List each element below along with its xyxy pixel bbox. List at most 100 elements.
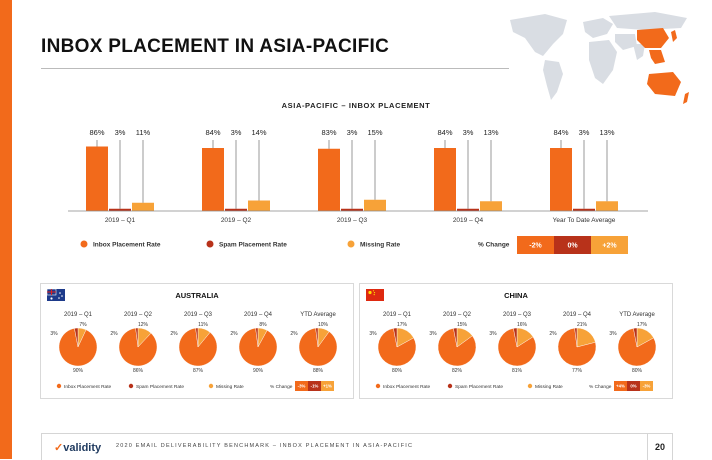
pie-slice-0-0 bbox=[377, 328, 417, 367]
percent-change-value-0: -2% bbox=[529, 243, 542, 250]
chart-title: ASIA-PACIFIC – INBOX PLACEMENT bbox=[281, 101, 431, 110]
bar-label-1-2: 3% bbox=[347, 128, 358, 137]
flag-star bbox=[59, 292, 61, 294]
pie-category-label-0: 2019 – Q1 bbox=[383, 312, 412, 318]
pie-slice-0-3 bbox=[238, 327, 278, 367]
australia-flag bbox=[46, 288, 65, 301]
pie-legend-swatch-2 bbox=[527, 383, 533, 389]
pie-legend-swatch-2 bbox=[208, 383, 214, 389]
panel-title: AUSTRALIA bbox=[175, 291, 219, 300]
pie-slice-1-4 bbox=[315, 327, 319, 348]
pie-label-missing-4: 17% bbox=[637, 322, 648, 328]
pie-category-label-1: 2019 – Q2 bbox=[124, 312, 153, 318]
pie-slice-1-2 bbox=[195, 327, 199, 348]
china-flag bbox=[366, 289, 384, 301]
pie-slice-1-1 bbox=[453, 327, 458, 348]
pie-slice-1-3 bbox=[574, 327, 578, 348]
pie-label-spam-2: 3% bbox=[489, 331, 497, 337]
legend-label-0: Inbox Placement Rate bbox=[93, 242, 161, 249]
footer-caption: 2020 EMAIL DELIVERABILITY BENCHMARK – IN… bbox=[116, 443, 414, 449]
pie-percent-change-value-2: +1% bbox=[323, 384, 332, 389]
percent-change-label: % Change bbox=[478, 242, 510, 249]
bar-2-3 bbox=[480, 201, 502, 211]
legend-swatch-0 bbox=[80, 240, 88, 248]
pie-category-label-2: 2019 – Q3 bbox=[503, 312, 532, 318]
pie-label-missing-0: 17% bbox=[397, 322, 408, 328]
percent-change-box-2 bbox=[591, 236, 628, 254]
bar-label-2-4: 13% bbox=[599, 128, 614, 137]
pie-label-inbox-3: 90% bbox=[253, 368, 264, 374]
pie-label-spam-0: 3% bbox=[50, 331, 58, 337]
flag-star bbox=[50, 297, 53, 300]
flag-star bbox=[372, 290, 375, 292]
pie-slice-0-2 bbox=[178, 327, 218, 367]
pie-label-missing-2: 11% bbox=[198, 322, 208, 328]
logo-text: validity bbox=[63, 442, 102, 454]
pie-label-missing-3: 21% bbox=[577, 322, 588, 328]
pie-slice-0-2 bbox=[497, 328, 537, 367]
pie-label-spam-1: 3% bbox=[429, 331, 437, 337]
pie-label-spam-3: 2% bbox=[549, 331, 557, 337]
percent-change-value-1: 0% bbox=[567, 243, 578, 250]
pie-label-inbox-1: 86% bbox=[133, 368, 144, 374]
australia-pie-chart: AUSTRALIA 2019 – Q1 90% 3% 7% 2019 – Q2 86% 2% 1… bbox=[46, 288, 338, 391]
pie-legend-swatch-1 bbox=[128, 383, 134, 389]
map-southeast-asia bbox=[649, 50, 665, 64]
pie-label-spam-2: 2% bbox=[170, 331, 178, 337]
flag-field bbox=[366, 289, 384, 301]
pie-legend-swatch-0 bbox=[56, 383, 62, 389]
pie-label-missing-4: 10% bbox=[318, 322, 329, 328]
pie-slice-1-0 bbox=[393, 327, 398, 348]
pie-label-missing-1: 12% bbox=[138, 322, 149, 328]
bar-2-4 bbox=[596, 201, 618, 211]
pie-percent-change-box-1 bbox=[308, 381, 321, 391]
bar-label-0-0: 86% bbox=[89, 128, 104, 137]
accent-stripe bbox=[0, 0, 12, 459]
bar-label-1-4: 3% bbox=[579, 128, 590, 137]
bar-0-0 bbox=[86, 146, 108, 211]
pie-label-spam-4: 2% bbox=[290, 331, 298, 337]
pie-percent-change-label: % Change bbox=[270, 384, 293, 390]
pie-percent-change-box-2 bbox=[640, 381, 653, 391]
pie-label-inbox-2: 81% bbox=[512, 368, 523, 374]
bar-0-3 bbox=[434, 148, 456, 211]
percent-change-value-2: +2% bbox=[602, 243, 617, 250]
pie-category-label-2: 2019 – Q3 bbox=[184, 312, 213, 318]
bar-0-2 bbox=[318, 148, 340, 211]
pie-slice-1-1 bbox=[135, 327, 139, 348]
pie-legend-label-1: Spam Placement Rate bbox=[455, 384, 503, 390]
bar-2-0 bbox=[132, 202, 154, 211]
pie-category-label-4: YTD Average bbox=[300, 312, 336, 318]
bar-label-0-1: 84% bbox=[205, 128, 220, 137]
legend-swatch-1 bbox=[206, 240, 214, 248]
pie-category-label-3: 2019 – Q4 bbox=[244, 312, 273, 318]
pie-percent-change-value-2: -3% bbox=[643, 384, 651, 389]
bar-label-2-2: 15% bbox=[367, 128, 382, 137]
pie-legend-label-2: Missing Rate bbox=[535, 384, 563, 390]
pie-percent-change-box-0 bbox=[295, 381, 308, 391]
pie-label-missing-1: 15% bbox=[457, 322, 468, 328]
world-map-illustration bbox=[505, 8, 695, 108]
bar-label-2-3: 13% bbox=[483, 128, 498, 137]
map-south-america bbox=[543, 60, 563, 100]
pie-legend-swatch-1 bbox=[447, 383, 453, 389]
bar-label-1-1: 3% bbox=[231, 128, 242, 137]
pie-category-label-4: YTD Average bbox=[619, 312, 655, 318]
map-north-america bbox=[510, 14, 567, 56]
bar-1-1 bbox=[225, 208, 247, 211]
category-label-4: Year To Date Average bbox=[553, 217, 616, 224]
bar-label-0-4: 84% bbox=[553, 128, 568, 137]
map-middle-east bbox=[615, 34, 637, 50]
pie-label-inbox-4: 88% bbox=[313, 368, 324, 374]
pie-category-label-1: 2019 – Q2 bbox=[443, 312, 472, 318]
legend-label-2: Missing Rate bbox=[360, 242, 400, 249]
flag-star bbox=[61, 295, 63, 297]
pie-label-inbox-1: 82% bbox=[452, 368, 463, 374]
flag-star bbox=[58, 297, 60, 299]
pie-slice-0-0 bbox=[58, 328, 98, 367]
page-number: 20 bbox=[647, 434, 672, 460]
bar-2-1 bbox=[248, 200, 270, 211]
pie-legend-label-1: Spam Placement Rate bbox=[136, 384, 184, 390]
pie-label-missing-3: 8% bbox=[259, 322, 267, 328]
percent-change-box-0 bbox=[517, 236, 554, 254]
